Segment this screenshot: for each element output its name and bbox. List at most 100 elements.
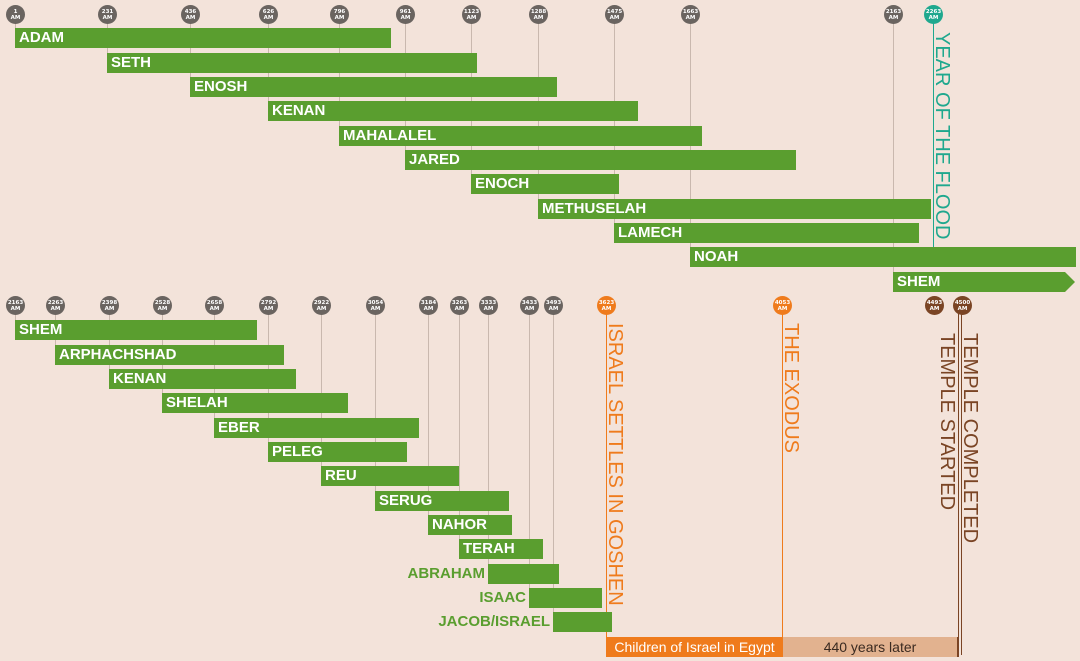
- person-name: ENOCH: [475, 175, 530, 192]
- person-name: KENAN: [272, 102, 326, 119]
- person-name: SERUG: [379, 492, 433, 509]
- lifespan-bar-terah: TERAH: [459, 539, 543, 559]
- year-marker: 436 AM: [181, 5, 200, 24]
- lifespan-bar-shem: SHEM: [893, 272, 1065, 292]
- person-name: SETH: [111, 54, 152, 71]
- lifespan-bar-isaac: ISAAC: [479, 588, 602, 608]
- gridline: [529, 305, 530, 588]
- year-marker: 2263 AM: [46, 296, 65, 315]
- lifespan-bar-eber: EBER: [214, 418, 419, 438]
- lifespan-bar-lamech: LAMECH: [614, 223, 919, 243]
- lifespan-bar-nahor: NAHOR: [428, 515, 512, 535]
- person-name: REU: [325, 467, 357, 484]
- year-marker: 1288 AM: [529, 5, 548, 24]
- year-marker: 796 AM: [330, 5, 349, 24]
- lifespan-bar-adam: ADAM: [15, 28, 391, 48]
- lifespan-bar-kenan: KENAN: [268, 101, 638, 121]
- lifespan-bar-kenan: KENAN: [109, 369, 296, 389]
- year-marker: 231 AM: [98, 5, 117, 24]
- lifespan-bar-enosh: ENOSH: [190, 77, 557, 97]
- person-name: ISAAC: [479, 589, 526, 606]
- lifespan-bar-shelah: SHELAH: [162, 393, 348, 413]
- person-name: JACOB/ISRAEL: [438, 613, 550, 630]
- temple-completed-gridline: [961, 305, 962, 655]
- person-name: KENAN: [113, 370, 167, 387]
- year-marker: 3333 AM: [479, 296, 498, 315]
- person-name: METHUSELAH: [542, 200, 647, 217]
- person-name: ENOSH: [194, 78, 248, 95]
- lifespan-bar-mahalalel: MAHALALEL: [339, 126, 702, 146]
- lifespan-bar-peleg: PELEG: [268, 442, 407, 462]
- gridline: [15, 14, 16, 34]
- person-name: PELEG: [272, 443, 323, 460]
- person-name: SHELAH: [166, 394, 228, 411]
- person-name: NOAH: [694, 248, 739, 265]
- year-marker: 3433 AM: [520, 296, 539, 315]
- gridline: [553, 305, 554, 612]
- temple-completed-year-marker: 4500 AM: [953, 296, 972, 315]
- year-marker: 2398 AM: [100, 296, 119, 315]
- year-marker: 2163 AM: [6, 296, 25, 315]
- person-name: LAMECH: [618, 224, 683, 241]
- gridline: [428, 305, 429, 515]
- lifespan-bar-jared: JARED: [405, 150, 796, 170]
- year-marker: 3184 AM: [419, 296, 438, 315]
- temple-completed-label: TEMPLE COMPLETED: [959, 333, 981, 544]
- gridline: [190, 14, 191, 82]
- year-marker: 2163 AM: [884, 5, 903, 24]
- year-marker: 1663 AM: [681, 5, 700, 24]
- continues-arrow-icon: [1065, 272, 1075, 292]
- year-marker: 3263 AM: [450, 296, 469, 315]
- temple-started-label: TEMPLE STARTED: [936, 333, 958, 511]
- temple-started-year-marker: 4493 AM: [925, 296, 944, 315]
- egypt-period-band: Children of Israel in Egypt: [606, 637, 783, 657]
- year-marker: 1 AM: [6, 5, 25, 24]
- year-marker: 3493 AM: [544, 296, 563, 315]
- exodus-label: THE EXODUS: [780, 323, 802, 454]
- lifespan-bar-jacob-israel: JACOB/ISRAEL: [438, 612, 612, 632]
- exodus-gridline: [782, 305, 783, 637]
- year-marker: 2528 AM: [153, 296, 172, 315]
- lifespan-bar-arphachshad: ARPHACHSHAD: [55, 345, 284, 365]
- year-marker: 3054 AM: [366, 296, 385, 315]
- person-name: ADAM: [19, 29, 64, 46]
- exodus-year-marker: 4053 AM: [773, 296, 792, 315]
- lifespan-bar-seth: SETH: [107, 53, 477, 73]
- year-marker: 961 AM: [396, 5, 415, 24]
- year-marker: 1123 AM: [462, 5, 481, 24]
- gridline: [488, 305, 489, 564]
- person-name: SHEM: [19, 321, 63, 338]
- gridline: [459, 305, 460, 539]
- gridline: [321, 305, 322, 467]
- settle-year-marker: 3623 AM: [597, 296, 616, 315]
- person-name: MAHALALEL: [343, 127, 437, 144]
- lifespan-bar-shem: SHEM: [15, 320, 257, 340]
- settle-gridline: [606, 305, 607, 637]
- settle-label: ISRAEL SETTLES IN GOSHEN: [604, 323, 626, 606]
- year-marker: 2922 AM: [312, 296, 331, 315]
- person-name: SHEM: [897, 273, 941, 290]
- person-name: ABRAHAM: [407, 565, 486, 582]
- flood-gridline: [933, 14, 934, 249]
- year-marker: 1475 AM: [605, 5, 624, 24]
- lifespan-bar-noah: NOAH: [690, 247, 1076, 267]
- year-marker: 2658 AM: [205, 296, 224, 315]
- lifespan-bar-serug: SERUG: [375, 491, 509, 511]
- person-name: TERAH: [463, 540, 515, 557]
- flood-label: YEAR OF THE FLOOD: [931, 32, 953, 240]
- person-name: EBER: [218, 419, 260, 436]
- lifespan-bar-abraham: ABRAHAM: [408, 564, 559, 584]
- year-marker: 2792 AM: [259, 296, 278, 315]
- year-marker: 626 AM: [259, 5, 278, 24]
- lifespan-bar-reu: REU: [321, 466, 459, 486]
- temple-started-gridline: [958, 305, 959, 655]
- person-name: NAHOR: [432, 516, 487, 533]
- person-name: JARED: [409, 151, 460, 168]
- gridline: [614, 14, 615, 228]
- later-period-band: 440 years later: [783, 637, 959, 657]
- lifespan-bar-methuselah: METHUSELAH: [538, 199, 931, 219]
- person-name: ARPHACHSHAD: [59, 346, 177, 363]
- flood-year-marker: 2263 AM: [924, 5, 943, 24]
- gridline: [893, 14, 894, 277]
- gridline: [375, 305, 376, 491]
